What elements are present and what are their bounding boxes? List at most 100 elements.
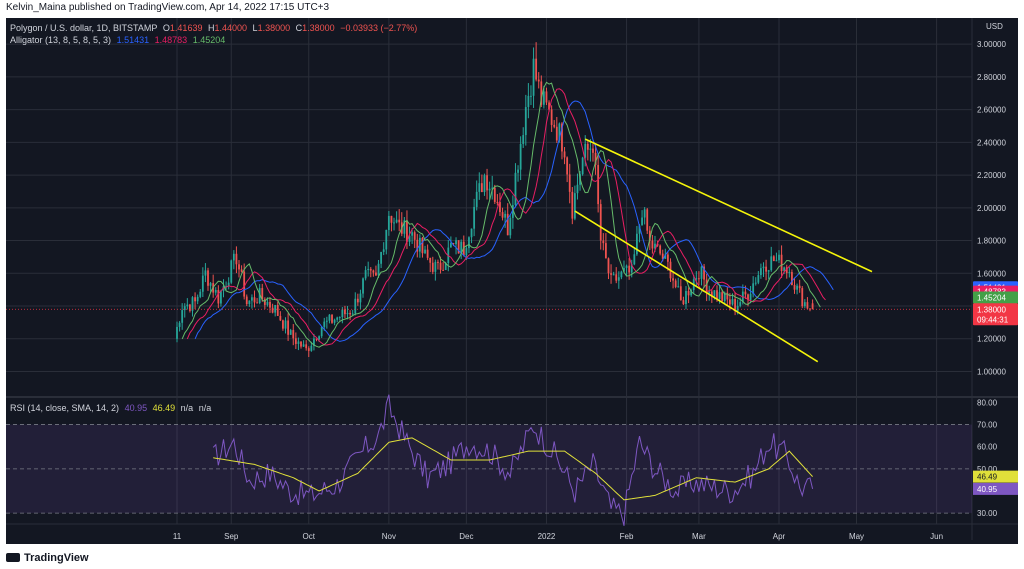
candle-body (592, 148, 594, 153)
candle-body (496, 201, 499, 203)
candle-body (408, 235, 411, 242)
candle-body (785, 267, 788, 273)
candle-body (674, 280, 677, 287)
candle-body (344, 309, 346, 315)
candle-body (189, 304, 191, 311)
candle-body (548, 102, 550, 110)
candle-body (470, 228, 473, 238)
candle-body (310, 345, 313, 351)
chart-background (6, 18, 1018, 544)
candle-body (803, 302, 806, 307)
candle-body (199, 291, 202, 297)
candle-body (318, 336, 321, 340)
candle-body (349, 312, 352, 315)
candle-body (718, 292, 721, 300)
candle-body (509, 217, 512, 236)
candle-body (483, 175, 486, 193)
tradingview-logo[interactable]: TradingView (6, 552, 89, 564)
candle-body (377, 263, 380, 276)
candle-body (594, 152, 597, 166)
candle-body (333, 319, 336, 323)
candle-body (468, 237, 470, 249)
candle-body (762, 266, 765, 269)
candle-body (610, 273, 612, 275)
last-price-badge: 1.38000 (977, 305, 1006, 314)
candle-body (721, 292, 724, 302)
time-tick-label: Apr (773, 532, 786, 541)
candle-body (356, 298, 359, 303)
candle-body (535, 58, 538, 80)
candle-body (287, 320, 290, 335)
candle-body (292, 330, 295, 339)
candle-body (713, 290, 716, 297)
time-tick-label: 2022 (538, 532, 556, 541)
candle-body (703, 266, 705, 280)
candle-body (504, 213, 507, 218)
candle-body (194, 297, 196, 302)
candle-body (602, 240, 605, 244)
candle-body (705, 279, 708, 293)
candle-body (731, 299, 734, 305)
candle-body (284, 320, 287, 329)
candle-body (271, 307, 274, 313)
candle-body (191, 297, 194, 311)
candle-body (726, 292, 729, 300)
candle-body (398, 219, 401, 223)
price-tick-label: 1.80000 (977, 237, 1006, 246)
candle-body (207, 270, 209, 286)
candle-body (586, 143, 589, 150)
rsi-tick-label: 60.00 (977, 443, 998, 452)
candle-body (232, 253, 235, 261)
candle-body (811, 303, 814, 310)
candle-body (736, 305, 739, 312)
candle-body (413, 232, 416, 240)
candle-body (486, 175, 488, 191)
candle-body (331, 314, 333, 323)
price-tick-label: 2.40000 (977, 138, 1006, 147)
candle-body (501, 212, 504, 218)
candle-body (672, 278, 674, 281)
candle-body (493, 187, 496, 202)
rsi-sma-badge: 46.49 (977, 473, 998, 482)
candle-body (217, 289, 220, 304)
candle-body (437, 261, 439, 263)
candle-body (346, 312, 349, 315)
candle-body (767, 270, 770, 272)
candle-body (183, 306, 186, 311)
rsi-tick-label: 50.00 (977, 465, 998, 474)
lips-value: 1.45204 (192, 35, 226, 45)
change-value: −0.03933 (−2.77%) (340, 23, 418, 33)
candle-body (615, 274, 618, 281)
candle-body (661, 253, 664, 259)
high-label: H (207, 23, 215, 33)
candle-body (289, 330, 292, 335)
candle-body (491, 187, 494, 189)
candle-body (421, 237, 424, 254)
candle-body (204, 270, 207, 276)
candle-body (181, 310, 184, 323)
close-label: C (295, 23, 303, 33)
open-label: O (162, 23, 170, 33)
candle-body (563, 151, 566, 158)
time-tick-label: Feb (620, 532, 634, 541)
candle-body (364, 270, 367, 279)
candle-body (444, 262, 447, 270)
candle-body (220, 290, 222, 304)
candle-body (480, 183, 483, 193)
candle-body (747, 294, 749, 300)
alligator-jaw-line (194, 100, 834, 342)
candle-body (240, 269, 243, 272)
candle-body (238, 264, 240, 270)
candle-body (227, 282, 230, 287)
candle-body (744, 291, 747, 295)
candle-body (573, 193, 576, 219)
candle-body (362, 278, 364, 294)
candle-body (604, 243, 607, 259)
candle-body (664, 254, 667, 259)
candle-body (214, 289, 217, 293)
candle-body (623, 268, 625, 272)
candle-body (690, 289, 693, 296)
candle-body (176, 326, 178, 339)
